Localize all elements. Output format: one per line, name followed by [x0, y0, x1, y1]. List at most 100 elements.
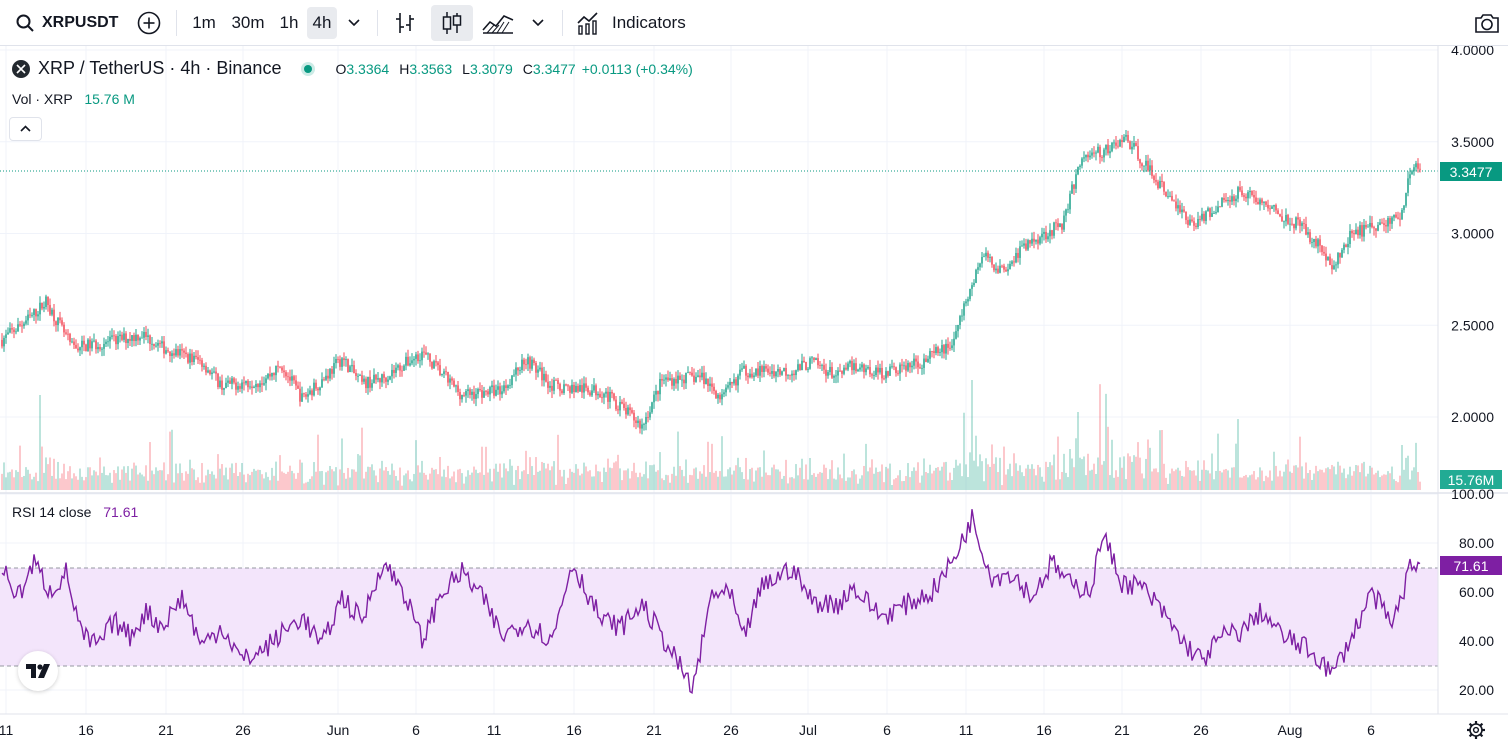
- candle-body: [1115, 142, 1117, 146]
- volume-bar: [1025, 468, 1027, 490]
- candle-body: [1095, 152, 1097, 154]
- volume-bar: [19, 445, 21, 490]
- volume-label[interactable]: Vol · XRP: [12, 91, 73, 107]
- volume-bar: [1125, 479, 1127, 490]
- candle-body: [559, 383, 561, 391]
- candle-body: [1363, 224, 1365, 237]
- volume-bar: [1159, 430, 1161, 490]
- candle-body: [1005, 269, 1007, 272]
- volume-bar: [1317, 471, 1319, 490]
- candle-body: [173, 353, 175, 356]
- candle-body: [1383, 223, 1385, 226]
- rsi-label[interactable]: RSI 14 close: [12, 504, 92, 520]
- candle-body: [725, 387, 727, 393]
- interval-1m-button[interactable]: 1m: [186, 7, 222, 39]
- gear-icon[interactable]: [1467, 721, 1485, 739]
- candle-body: [683, 379, 685, 384]
- candle-body: [843, 367, 845, 374]
- candle-body: [811, 357, 813, 359]
- candle-body: [461, 394, 463, 400]
- candle-body: [509, 385, 511, 386]
- volume-bar: [765, 472, 767, 490]
- area-chart-type-button[interactable]: [480, 7, 516, 39]
- interval-4h-button[interactable]: 4h: [307, 7, 337, 39]
- volume-bar: [1383, 474, 1385, 490]
- volume-bar: [761, 476, 763, 490]
- candle-body: [293, 376, 295, 381]
- chart-type-dropdown-button[interactable]: [526, 7, 550, 39]
- volume-bar: [1209, 473, 1211, 490]
- candle-body: [581, 385, 583, 393]
- volume-bar: [563, 469, 565, 490]
- candles-chart-type-button[interactable]: [431, 5, 473, 41]
- volume-bar: [947, 480, 949, 490]
- time-axis[interactable]: 11 16 21 26 Jun 6 11 16 21 26 Jul 6 11 16 21 26 Aug 6: [0, 722, 1375, 738]
- candle-body: [33, 309, 35, 315]
- candle-body: [799, 364, 801, 371]
- candle-body: [967, 299, 969, 302]
- candle-body: [1289, 223, 1291, 225]
- candle-body: [1377, 224, 1379, 231]
- compare-symbol-button[interactable]: [134, 7, 164, 39]
- candle-body: [829, 366, 831, 373]
- candle-body: [7, 332, 9, 335]
- volume-bar: [169, 431, 171, 490]
- volume-bar: [297, 472, 299, 490]
- volume-bar: [91, 475, 93, 490]
- candle-body: [1267, 204, 1269, 209]
- candle-body: [881, 367, 883, 379]
- snapshot-button[interactable]: [1470, 7, 1504, 39]
- volume-bar: [1411, 470, 1413, 490]
- candle-body: [287, 376, 289, 378]
- candle-body: [71, 341, 73, 343]
- collapse-legend-button[interactable]: [9, 117, 42, 141]
- volume-bar: [107, 475, 109, 490]
- volume-bar: [647, 478, 649, 490]
- interval-30m-button[interactable]: 30m: [226, 7, 270, 39]
- candle-body: [501, 391, 503, 395]
- volume-bar: [1107, 426, 1109, 490]
- volume-bar: [1081, 459, 1083, 490]
- volume-bar: [775, 469, 777, 490]
- candle-body: [703, 372, 705, 385]
- volume-bar: [1373, 474, 1375, 490]
- candle-body: [705, 378, 707, 385]
- candle-body: [769, 372, 771, 374]
- time-tick-label: Aug: [1278, 722, 1303, 738]
- bar-chart-type-button[interactable]: [389, 7, 421, 39]
- interval-dropdown-button[interactable]: [342, 7, 366, 39]
- volume-bar: [333, 471, 335, 490]
- candle-body: [1357, 229, 1359, 236]
- candle-body: [211, 372, 213, 375]
- candle-body: [565, 384, 567, 386]
- candle-body: [579, 385, 581, 392]
- candle-body: [381, 374, 383, 383]
- volume-bar: [809, 457, 811, 490]
- indicators-button[interactable]: Indicators: [572, 7, 696, 39]
- candle-body: [955, 331, 957, 339]
- open-value: 3.3364: [346, 60, 390, 77]
- volume-bar: [795, 464, 797, 490]
- candle-body: [1181, 209, 1183, 213]
- candle-body: [751, 373, 753, 378]
- candle-body: [127, 338, 129, 344]
- volume-bar: [369, 467, 371, 490]
- candle-body: [975, 269, 977, 283]
- volume-bar: [221, 464, 223, 490]
- price-tick-label: 3.5000: [1451, 134, 1494, 150]
- volume-bar: [1353, 471, 1355, 490]
- volume-bar: [673, 466, 675, 490]
- symbol-title[interactable]: XRP / TetherUS · 4h · Binance: [38, 58, 282, 78]
- symbol-search-button[interactable]: XRPUSDT: [8, 7, 126, 39]
- candle-body: [1281, 216, 1283, 222]
- volume-bar: [985, 458, 987, 490]
- interval-1h-button[interactable]: 1h: [274, 7, 304, 39]
- candle-body: [765, 366, 767, 369]
- tradingview-logo[interactable]: [18, 651, 58, 691]
- volume-bar: [1307, 473, 1309, 490]
- volume-bar: [821, 472, 823, 490]
- volume-bar: [735, 465, 737, 490]
